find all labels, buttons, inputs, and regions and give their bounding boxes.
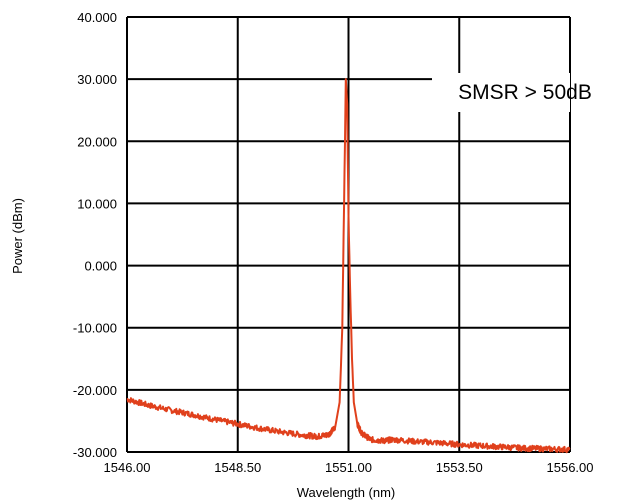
x-tick-label: 1548.50	[214, 460, 261, 475]
y-tick-label: 10.000	[77, 196, 117, 211]
x-axis: 1546.00 1548.50 1551.00 1553.50 1556.00	[104, 460, 594, 475]
y-tick-label: 30.000	[77, 72, 117, 87]
x-tick-label: 1551.00	[325, 460, 372, 475]
x-tick-label: 1553.50	[436, 460, 483, 475]
series-group	[126, 78, 571, 454]
annotation-text: SMSR > 50dB	[458, 81, 592, 104]
series-line	[126, 78, 571, 454]
y-tick-label: -20.000	[73, 383, 117, 398]
y-tick-label: -10.000	[73, 321, 117, 336]
annotation-background	[432, 73, 570, 112]
annotation: SMSR > 50dB	[432, 73, 592, 112]
y-tick-label: 40.000	[77, 10, 117, 25]
x-tick-label: 1556.00	[547, 460, 594, 475]
x-tick-label: 1546.00	[104, 460, 151, 475]
y-tick-label: -30.000	[73, 445, 117, 460]
y-axis-label: Power (dBm)	[10, 198, 25, 274]
y-axis: 40.000 30.000 20.000 10.000 0.000 -10.000 -20.…	[73, 10, 117, 460]
x-axis-label: Wavelength (nm)	[297, 485, 396, 500]
plot-frame	[126, 17, 570, 453]
y-tick-label: 20.000	[77, 134, 117, 149]
y-tick-label: 0.000	[84, 259, 117, 274]
